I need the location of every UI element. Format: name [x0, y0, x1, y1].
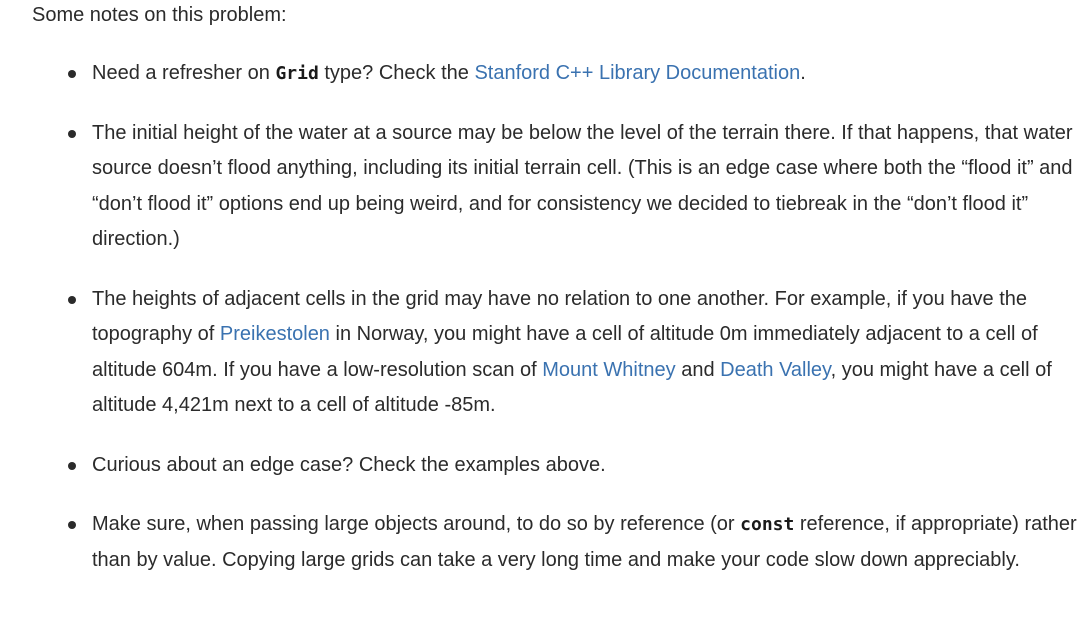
note-text: , you might have a cell of altitude 4,42…	[92, 358, 1052, 417]
bullet-icon	[68, 70, 76, 78]
note-text: in Norway, you might have a cell of alti…	[92, 323, 1038, 381]
note-text: Need a refresher on	[92, 62, 276, 84]
list-item: Need a refresher on Grid type? Check the…	[0, 56, 1088, 92]
note-text: The initial height of the water at a sou…	[92, 121, 1073, 251]
bullet-icon	[68, 461, 76, 470]
preikestolen-link[interactable]: Preikestolen	[219, 323, 330, 345]
mount-whitney-link[interactable]: Mount Whitney	[542, 358, 676, 381]
list-item: Make sure, when passing large objects ar…	[0, 507, 1088, 578]
note-text: and	[675, 358, 721, 381]
note-text: .	[800, 62, 806, 84]
intro-text: Some notes on this problem:	[32, 4, 287, 26]
inline-code: const	[740, 514, 795, 535]
note-text: Make sure, when passing large objects ar…	[92, 513, 741, 535]
list-item: The initial height of the water at a sou…	[0, 116, 1088, 258]
note-text: type? Check the	[318, 62, 475, 84]
note-text: The heights of adjacent cells in the gri…	[92, 287, 1028, 346]
note-text: Curious about an edge case? Check the ex…	[92, 453, 606, 476]
inline-code: Grid	[275, 63, 319, 84]
stanford-library-docs-link[interactable]: Stanford C++ Library Documentation	[474, 62, 801, 84]
list-item: Curious about an edge case? Check the ex…	[0, 448, 1088, 484]
death-valley-link[interactable]: Death Valley	[720, 358, 831, 381]
bullet-icon	[68, 521, 76, 529]
notes-list: Need a refresher on Grid type? Check the…	[0, 56, 1088, 602]
bullet-icon	[68, 295, 76, 304]
list-item: The heights of adjacent cells in the gri…	[0, 282, 1088, 424]
bullet-icon	[68, 129, 76, 138]
note-text: reference, if appropriate) rather than b…	[92, 513, 1077, 571]
